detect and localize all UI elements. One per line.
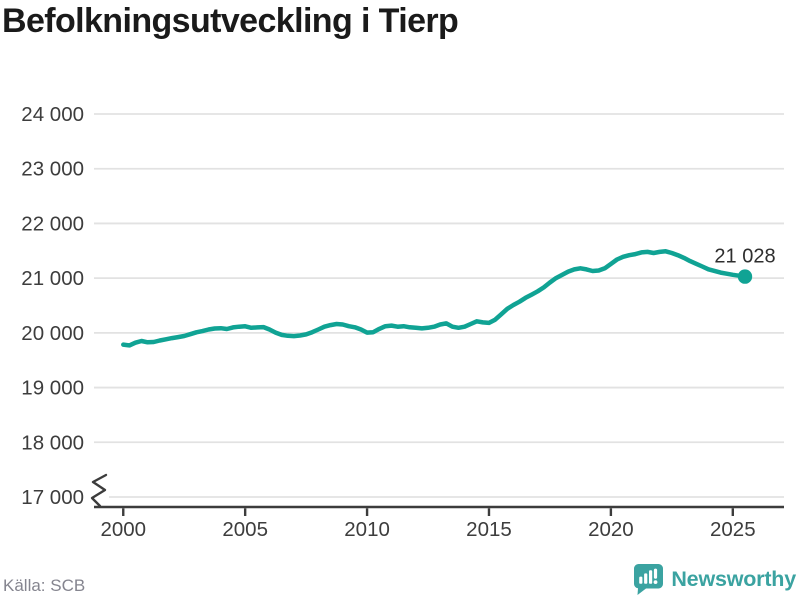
newsworthy-brand-text: Newsworthy xyxy=(671,566,796,591)
source-label: Källa: SCB xyxy=(3,576,86,595)
newsworthy-bars-icon xyxy=(634,564,664,595)
x-tick-label: 2020 xyxy=(588,518,634,541)
latest-value-label: 21 028 xyxy=(714,246,775,268)
latest-value-dot xyxy=(737,269,753,284)
chart-title: Befolkningsutveckling i Tierp xyxy=(2,2,459,40)
y-tick-label: 18 000 xyxy=(21,431,84,454)
x-tick-label: 2015 xyxy=(466,518,512,541)
y-tick-label: 21 000 xyxy=(21,267,84,290)
y-tick-label: 17 000 xyxy=(21,486,84,509)
x-tick-label: 2005 xyxy=(222,518,268,541)
y-tick-label: 20 000 xyxy=(21,322,84,345)
y-tick-label: 19 000 xyxy=(21,377,84,400)
x-tick-label: 2010 xyxy=(344,518,390,541)
newsworthy-logo[interactable]: Newsworthy xyxy=(633,563,796,595)
population-line xyxy=(121,249,748,348)
y-tick-label: 22 000 xyxy=(21,212,84,235)
x-tick-label: 2025 xyxy=(710,518,756,541)
x-tick-label: 2000 xyxy=(100,518,146,541)
population-line-chart: 17 000 18 000 19 000 20 000 21 000 22 000 23 0… xyxy=(21,103,784,541)
y-tick-label: 24 000 xyxy=(21,103,84,126)
y-tick-label: 23 000 xyxy=(21,158,84,181)
axis-break-icon xyxy=(90,473,108,508)
